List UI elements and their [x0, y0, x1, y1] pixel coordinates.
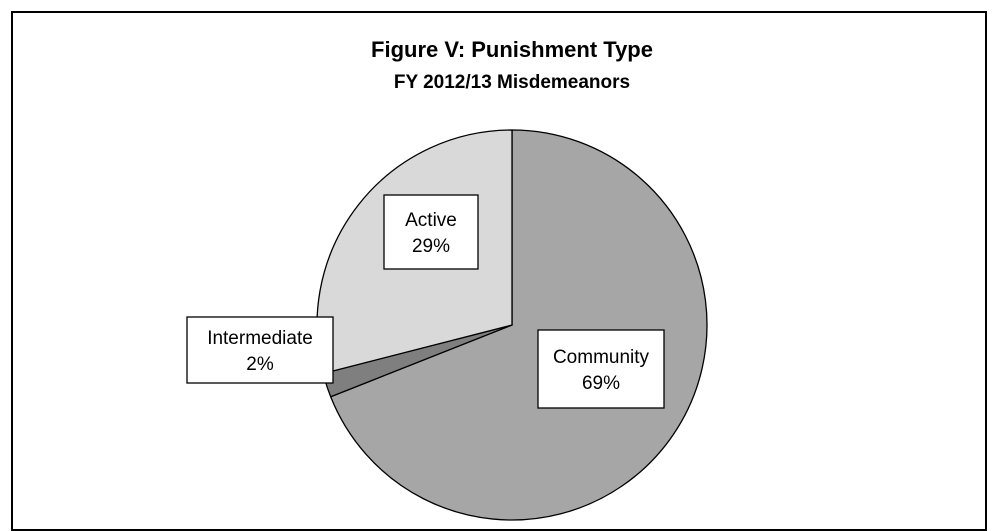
- pie-slices: [316, 129, 708, 521]
- data-label-box: [186, 316, 334, 384]
- data-label-box: [537, 329, 665, 409]
- data-label-intermediate: Intermediate 2%: [186, 316, 334, 384]
- pie-labels: Community 69% Intermediate 2% Active 29%: [186, 194, 665, 409]
- chart-subtitle: FY 2012/13 Misdemeanors: [394, 72, 630, 93]
- data-label-active: Active 29%: [383, 194, 479, 270]
- pie-slice-community: [329, 129, 708, 521]
- slice-category-label: Active: [405, 210, 457, 231]
- slice-category-label: Intermediate: [207, 328, 313, 349]
- slice-category-label: Community: [553, 347, 650, 368]
- slice-value-label: 69%: [582, 373, 620, 394]
- data-label-community: Community 69%: [537, 329, 665, 409]
- slice-value-label: 29%: [412, 236, 450, 257]
- slice-value-label: 2%: [246, 354, 274, 375]
- chart-title: Figure V: Punishment Type: [371, 37, 653, 62]
- data-label-box: [383, 194, 479, 270]
